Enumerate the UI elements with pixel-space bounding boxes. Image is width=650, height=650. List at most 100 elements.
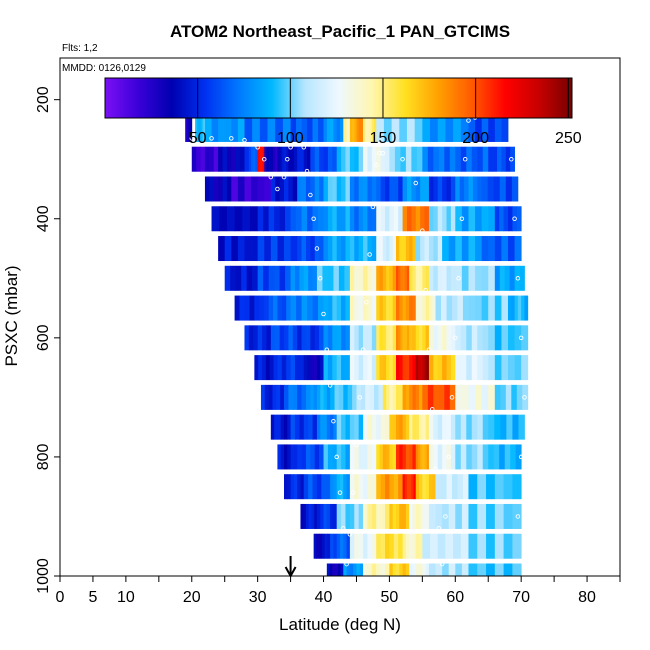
heatmap-cell — [274, 265, 281, 291]
heatmap-cell — [188, 116, 190, 142]
heatmap-cell — [367, 444, 373, 470]
heatmap-cell — [379, 444, 384, 470]
heatmap-cell — [363, 563, 368, 576]
heatmap-cell — [290, 414, 296, 440]
heatmap-cell — [367, 265, 373, 291]
heatmap-cell — [522, 384, 529, 410]
heatmap-cell — [482, 325, 489, 351]
heatmap-cell — [336, 116, 341, 142]
heatmap-cell — [319, 444, 324, 470]
heatmap-cell — [343, 563, 347, 576]
heatmap-cell — [446, 355, 452, 381]
heatmap-cell — [294, 414, 300, 440]
heatmap-cell — [308, 474, 313, 500]
heatmap-cell — [290, 295, 297, 321]
heatmap-cell — [330, 533, 334, 559]
heatmap-cell — [310, 384, 315, 410]
heatmap-cell — [310, 146, 316, 172]
heatmap-cell — [310, 355, 315, 381]
heatmap-cell — [422, 116, 431, 142]
heatmap-cell — [354, 146, 360, 172]
heatmap-cell — [425, 503, 430, 529]
heatmap-cell — [268, 206, 275, 232]
heatmap-cell — [303, 265, 309, 291]
heatmap-cell — [510, 444, 517, 470]
heatmap-cell — [405, 503, 410, 529]
heatmap-cell — [358, 533, 364, 559]
heatmap-cell — [218, 236, 226, 262]
heatmap-cell — [343, 474, 347, 500]
heatmap-cell — [448, 503, 456, 529]
heatmap-cell — [450, 355, 456, 381]
heatmap-cell — [385, 206, 390, 232]
heatmap-cell — [398, 206, 403, 232]
heatmap-cell — [371, 444, 377, 470]
heatmap-cell — [358, 355, 364, 381]
heatmap-cell — [386, 325, 390, 351]
heatmap-cell — [412, 503, 417, 529]
heatmap-cell — [209, 146, 215, 172]
heatmap-cell — [481, 236, 489, 262]
heatmap-cell — [442, 236, 450, 262]
heatmap-cell — [518, 414, 525, 440]
heatmap-cell — [318, 206, 324, 232]
heatmap-cell — [437, 533, 446, 559]
heatmap-cell — [468, 563, 478, 576]
heatmap-cell — [415, 533, 420, 559]
track-point — [367, 252, 372, 257]
heatmap-cell — [287, 414, 291, 440]
heatmap-cell — [422, 146, 429, 172]
heatmap-cell — [442, 563, 450, 576]
heatmap-cell — [296, 206, 302, 232]
heatmap-cell — [409, 236, 413, 262]
heatmap-cell — [301, 206, 308, 232]
heatmap-cell — [389, 325, 394, 351]
heatmap-cell — [402, 176, 408, 202]
heatmap-cell — [301, 444, 307, 470]
heatmap-cell — [297, 474, 301, 500]
heatmap-cell — [349, 563, 354, 576]
heatmap-cell — [277, 295, 283, 321]
heatmap-cell — [438, 384, 445, 410]
heatmap-cell — [314, 444, 320, 470]
heatmap-cell — [379, 355, 384, 381]
heatmap-cell — [402, 236, 407, 262]
heatmap-cell — [475, 206, 483, 232]
heatmap-cell — [398, 265, 401, 291]
track-point — [439, 561, 445, 567]
heatmap-cell — [494, 384, 501, 410]
heatmap-cell — [288, 384, 294, 410]
heatmap-cell — [392, 414, 397, 440]
heatmap-cell — [333, 265, 340, 291]
heatmap-cell — [358, 474, 364, 500]
heatmap-cell — [481, 295, 489, 321]
heatmap-cell — [326, 116, 331, 142]
track-point — [420, 228, 425, 233]
heatmap-cell — [371, 503, 377, 529]
heatmap-cell — [442, 325, 447, 351]
heatmap-cell — [455, 355, 462, 381]
heatmap-cell — [389, 146, 396, 172]
heatmap-cell — [422, 444, 425, 470]
heatmap-cell — [341, 355, 346, 381]
heatmap-cell — [512, 563, 522, 576]
heatmap-cell — [330, 474, 334, 500]
heatmap-cell — [428, 176, 434, 202]
heatmap-cell — [420, 176, 425, 202]
heatmap-cell — [425, 563, 430, 576]
heatmap-cell — [425, 265, 430, 291]
heatmap-cell — [398, 474, 403, 500]
heatmap-cell — [201, 116, 204, 142]
heatmap-cell — [277, 444, 282, 470]
heatmap-cell — [486, 563, 496, 576]
heatmap-cell — [267, 116, 276, 142]
heatmap-cell — [415, 474, 420, 500]
heatmap-cell — [402, 474, 406, 500]
heatmap-cell — [433, 355, 439, 381]
heatmap-cell — [419, 474, 423, 500]
heatmap-cell — [290, 146, 295, 172]
heatmap-cell — [316, 533, 320, 559]
heatmap-cell — [419, 384, 423, 410]
heatmap-cell — [287, 474, 291, 500]
heatmap-cell — [406, 325, 410, 351]
